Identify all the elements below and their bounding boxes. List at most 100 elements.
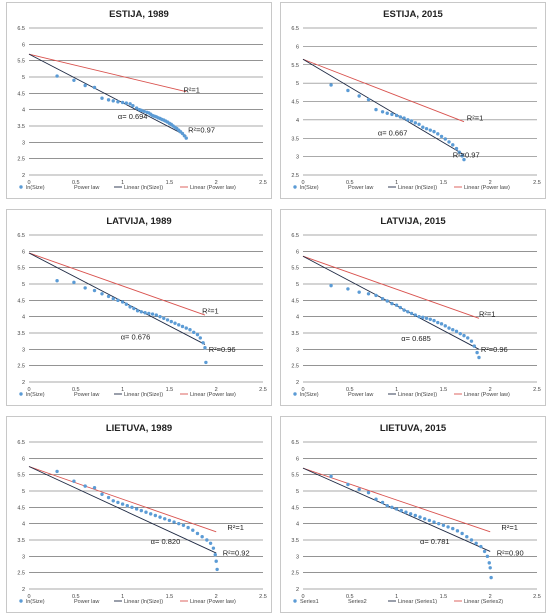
- x-tick-label: 1: [395, 387, 398, 393]
- data-point: [390, 301, 394, 306]
- chart-title: ESTIJA, 1989: [109, 9, 169, 20]
- data-point: [184, 326, 188, 330]
- data-point: [111, 499, 115, 503]
- data-point: [165, 318, 170, 322]
- y-tick-label: 5: [22, 282, 25, 288]
- data-point: [214, 559, 218, 563]
- data-point: [451, 526, 455, 531]
- data-point: [399, 508, 403, 513]
- data-point: [111, 297, 115, 301]
- legend-marker: [19, 599, 23, 603]
- data-point: [357, 94, 361, 98]
- data-point: [409, 311, 414, 316]
- legend-entry: Linear (Power law): [454, 185, 510, 191]
- data-point: [446, 525, 450, 529]
- y-tick-label: 4: [22, 108, 25, 114]
- data-point: [116, 500, 120, 505]
- x-tick-label: 1.5: [166, 387, 174, 393]
- data-point: [418, 515, 422, 519]
- legend-entry: Series1: [293, 599, 319, 605]
- legend-entry: Linear (Power law): [180, 392, 236, 398]
- x-tick-label: 2: [489, 180, 492, 186]
- data-point: [139, 108, 144, 113]
- data-point: [462, 333, 466, 338]
- chart-svg: ESTIJA, 1989 2 2.5 3 3.5 4 4.5 5 5.5 6 6.5 0 0.5 1 1.5…: [17, 9, 266, 191]
- legend-label: Linear (Power law): [190, 185, 236, 191]
- data-point: [83, 83, 87, 88]
- data-point: [120, 100, 125, 105]
- legend-label: Linear (ln(Size)): [124, 185, 163, 191]
- data-point: [439, 322, 444, 326]
- y-tick-label: 6: [22, 42, 25, 48]
- x-tick-label: 1.5: [440, 594, 448, 600]
- x-tick-label: 2.5: [259, 387, 267, 393]
- x-tick-label: 2: [489, 387, 492, 393]
- chart-panel-3: LATVIJA, 1989 2 2.5 3 3.5 4 4.5 5 5.5 6 6.5 0 0.5 1 1.…: [6, 209, 272, 406]
- data-point: [454, 329, 459, 334]
- data-point: [124, 101, 129, 105]
- data-point: [458, 331, 462, 336]
- data-point: [215, 567, 219, 572]
- data-point: [134, 507, 139, 511]
- y-tick-label: 6: [22, 456, 25, 462]
- data-point: [374, 107, 378, 112]
- x-tick-label: 2.5: [533, 387, 541, 393]
- fitted-trendline: [28, 252, 206, 345]
- x-tick-label: 2.5: [533, 594, 541, 600]
- y-tick-label: 2.5: [17, 157, 25, 163]
- data-point: [394, 507, 399, 511]
- data-point: [487, 561, 491, 565]
- legend-entry: Series2: [348, 599, 367, 605]
- chart-title: LATVIJA, 2015: [380, 216, 446, 227]
- data-point: [374, 293, 378, 298]
- y-tick-label: 6: [296, 456, 299, 462]
- chart-panel-6: LIETUVA, 2015 2 2.5 3 3.5 4 4.5 5 5.5 6 6.5 0 0.5 1 1.…: [280, 416, 546, 613]
- y-tick-label: 3.5: [291, 538, 299, 544]
- data-point: [72, 78, 76, 82]
- data-point: [173, 321, 177, 325]
- y-tick-label: 4: [296, 522, 299, 528]
- data-point: [421, 125, 425, 129]
- data-point: [139, 310, 144, 314]
- legend-entry: Power law: [348, 185, 373, 191]
- legend-label: Linear (ln(Size)): [124, 599, 163, 605]
- data-point: [208, 541, 213, 545]
- data-point: [477, 355, 481, 360]
- data-point: [329, 283, 333, 288]
- data-point: [374, 497, 378, 501]
- data-point: [432, 520, 436, 524]
- y-tick-label: 2.5: [291, 364, 299, 370]
- data-point: [413, 313, 418, 317]
- data-point: [162, 316, 166, 320]
- legend-entry: ln(Size): [19, 392, 45, 398]
- legend-entry: ln(Size): [293, 392, 319, 398]
- legend-entry: Linear (Power law): [180, 599, 236, 605]
- data-point: [457, 150, 462, 154]
- data-point: [474, 541, 478, 545]
- x-tick-label: 1: [121, 180, 124, 186]
- data-point: [55, 74, 59, 78]
- data-point: [439, 134, 444, 139]
- data-point: [329, 474, 333, 478]
- y-tick-label: 6.5: [17, 440, 25, 446]
- data-point: [346, 287, 350, 291]
- legend-entry: Power law: [74, 185, 99, 191]
- data-point: [92, 85, 97, 90]
- data-point: [488, 566, 492, 570]
- x-tick-label: 0.5: [72, 594, 80, 600]
- x-tick-label: 2: [215, 387, 218, 393]
- data-point: [441, 523, 446, 527]
- chart-svg: LIETUVA, 1989 2 2.5 3 3.5 4 4.5 5 5.5 6 6.5 0 0.5 1 1.…: [17, 423, 266, 605]
- x-tick-label: 0: [27, 180, 30, 186]
- y-tick-label: 4: [22, 522, 25, 528]
- data-point: [422, 517, 427, 521]
- data-point: [131, 104, 135, 108]
- x-tick-label: 0.5: [72, 387, 80, 393]
- data-point: [213, 553, 217, 557]
- x-tick-label: 0.5: [346, 180, 354, 186]
- legend-label: Power law: [348, 185, 373, 191]
- y-tick-label: 5.5: [17, 473, 25, 479]
- x-tick-label: 1: [395, 180, 398, 186]
- data-point: [385, 111, 389, 115]
- y-tick-label: 4.5: [17, 505, 25, 511]
